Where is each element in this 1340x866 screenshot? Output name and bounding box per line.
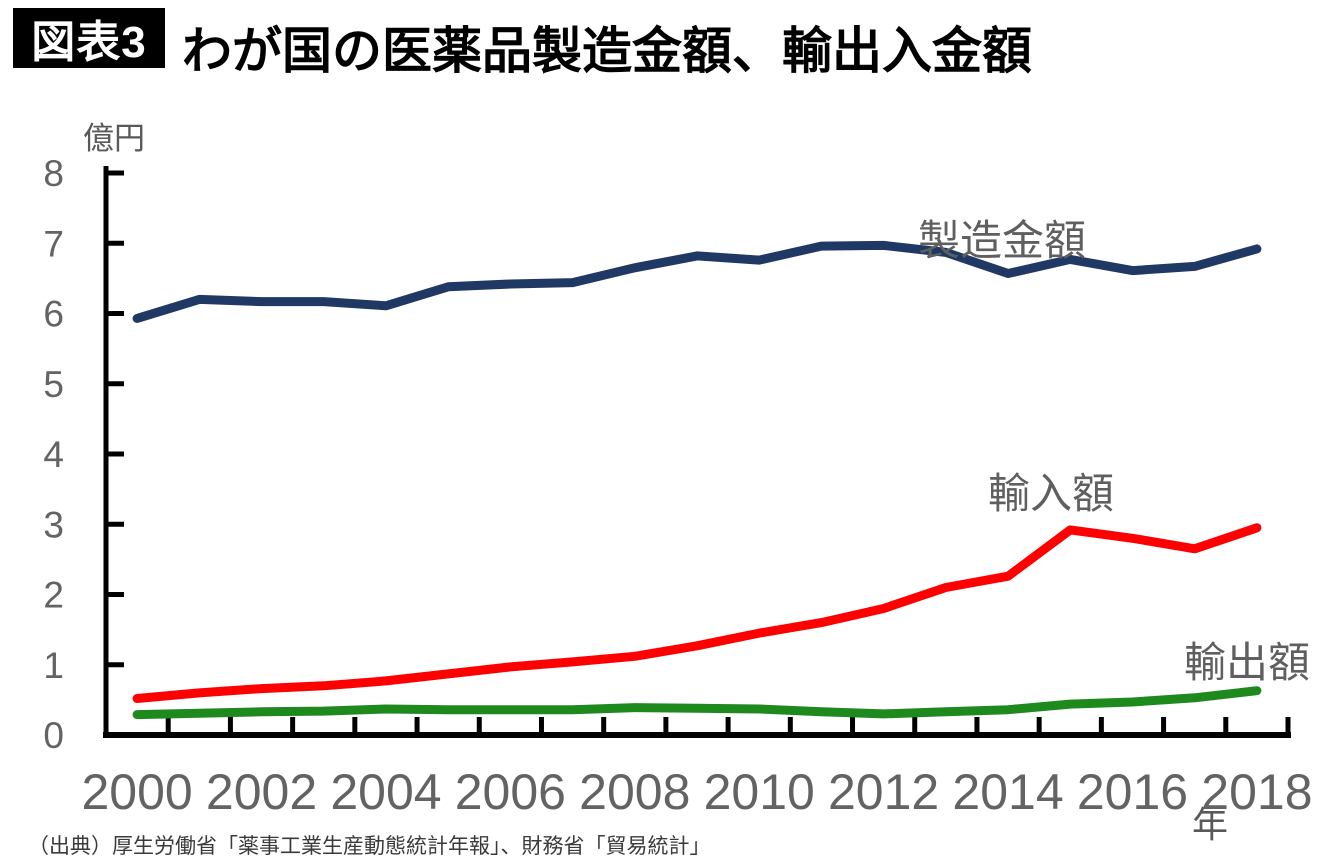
y-axis-unit-label: 億円	[83, 121, 145, 156]
series-label-exports: 輸出額	[1184, 639, 1311, 686]
x-tick-label: 2000	[81, 764, 192, 820]
manufacturing-line	[132, 240, 1262, 323]
y-tick-label: 8	[43, 153, 64, 194]
y-tick-label: 4	[43, 434, 64, 475]
figure-number-label: 図表3	[31, 18, 147, 67]
figure-number-badge: 図表3	[13, 8, 165, 68]
x-tick-label: 2018	[1201, 764, 1312, 820]
y-tick-label: 0	[43, 715, 64, 756]
series-label-imports: 輸入額	[988, 470, 1115, 517]
y-tick-label: 3	[43, 504, 64, 545]
y-tick-label: 6	[43, 294, 64, 335]
exports-line	[132, 686, 1262, 720]
x-tick-label: 2016	[1077, 764, 1188, 820]
x-tick-label: 2004	[330, 764, 441, 820]
x-tick-label: 2002	[206, 764, 317, 820]
x-axis-unit-label: 年	[1192, 804, 1229, 845]
x-tick-label: 2012	[828, 764, 939, 820]
x-tick-label: 2008	[579, 764, 690, 820]
series-label-manufacturing: 製造金額	[918, 217, 1087, 264]
source-note: （出典）厚生労働省「薬事工業生産動態統計年報」、財務省「貿易統計」	[28, 835, 711, 858]
y-tick-label: 2	[43, 575, 64, 616]
imports-line	[132, 523, 1262, 703]
x-tick-label: 2014	[952, 764, 1063, 820]
y-tick-label: 7	[43, 223, 64, 264]
x-tick-label: 2010	[704, 764, 815, 820]
chart-title: わが国の医薬品製造金額、輸出入金額	[182, 23, 1032, 79]
y-tick-label: 5	[43, 364, 64, 405]
y-tick-label: 1	[43, 645, 64, 686]
x-tick-label: 2006	[455, 764, 566, 820]
